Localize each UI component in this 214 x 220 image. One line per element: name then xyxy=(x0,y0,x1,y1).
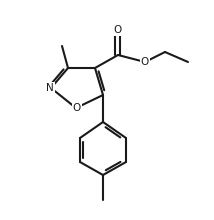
Text: O: O xyxy=(114,25,122,35)
Text: O: O xyxy=(73,103,81,113)
Text: N: N xyxy=(46,83,54,93)
Text: O: O xyxy=(141,57,149,67)
